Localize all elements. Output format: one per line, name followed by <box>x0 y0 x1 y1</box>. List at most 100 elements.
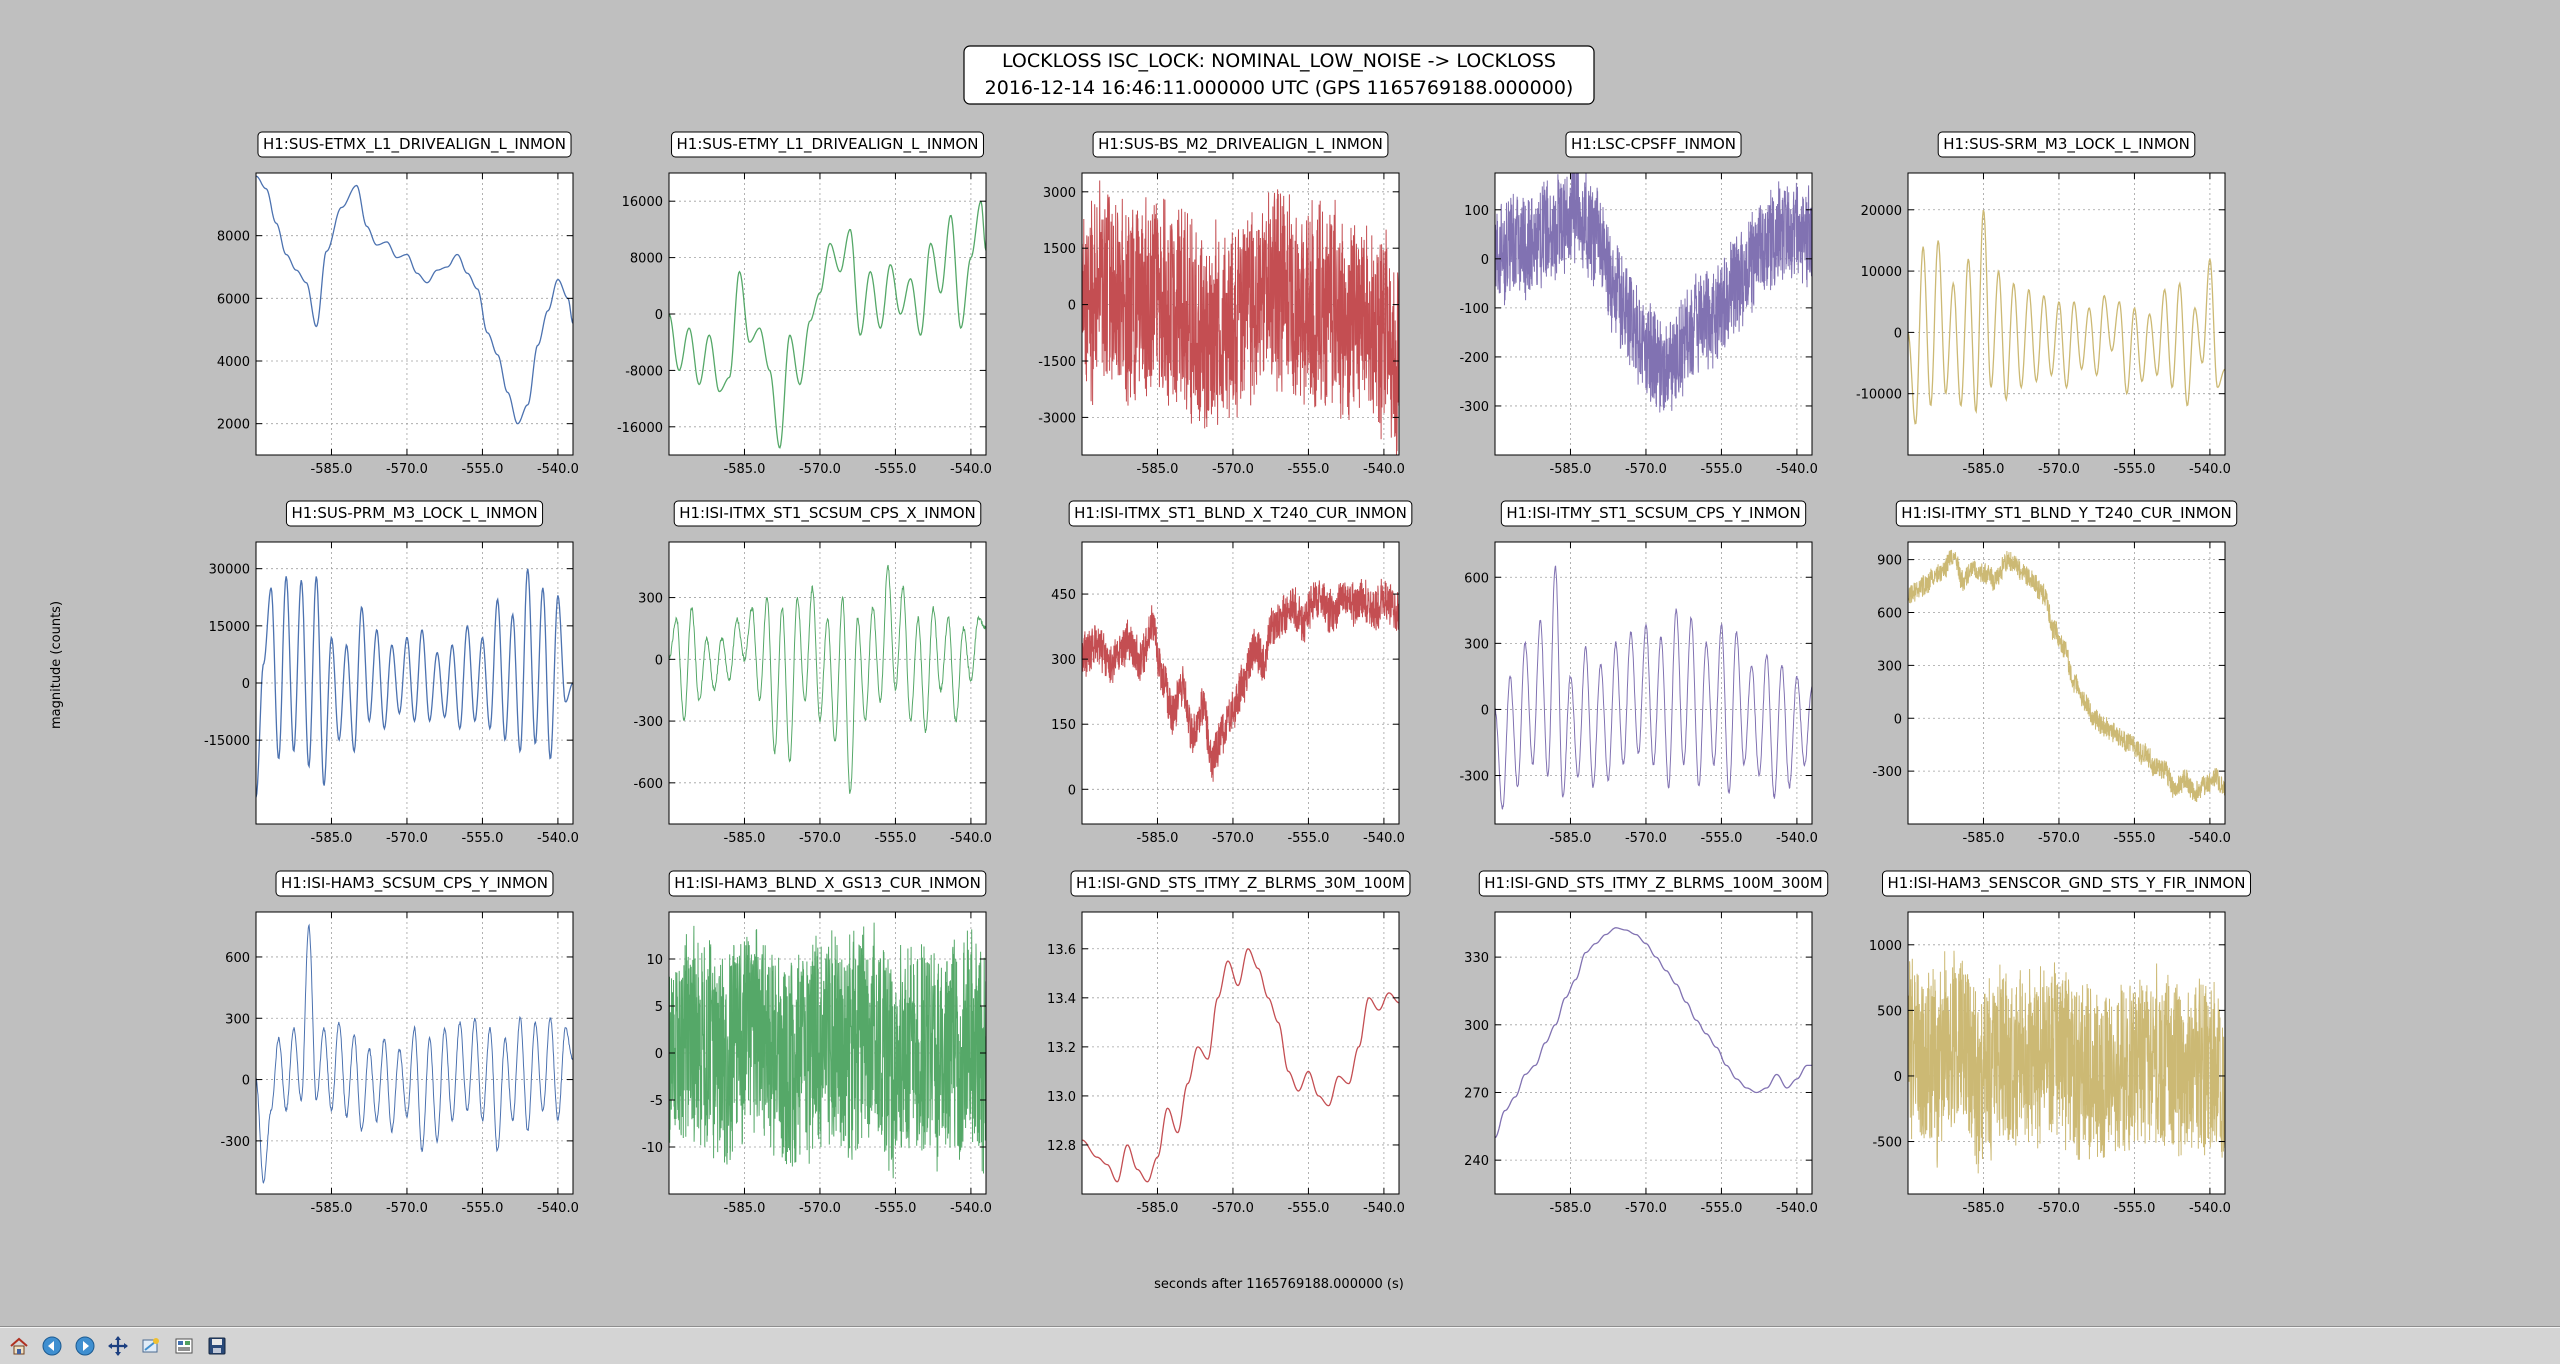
x-tick-label: -585.0 <box>311 831 353 846</box>
x-tick-label: -555.0 <box>2113 831 2155 846</box>
y-tick-label: 20000 <box>1861 204 1902 219</box>
zoom-button[interactable] <box>136 1331 166 1361</box>
y-tick-label: 300 <box>1464 637 1489 652</box>
x-tick-label: -555.0 <box>461 462 503 477</box>
y-tick-label: -5 <box>650 1094 663 1109</box>
axes-background <box>256 173 573 455</box>
x-tick-label: -570.0 <box>1625 462 1667 477</box>
series-line <box>1495 173 1812 413</box>
subplot-panel: -585.0 -570.0 -555.0 -540.0 -15000 0 15000 3000… <box>204 500 579 846</box>
x-tick-label: -540.0 <box>1776 831 1818 846</box>
subplot-title: H1:ISI-ITMY_ST1_SCSUM_CPS_Y_INMON <box>1500 500 1807 527</box>
subplot-title-box <box>1068 500 1413 527</box>
home-button[interactable] <box>4 1331 34 1361</box>
y-tick-label: 100 <box>1464 204 1489 219</box>
subplot-title: H1:ISI-GND_STS_ITMY_Z_BLRMS_30M_100M <box>1070 870 1411 897</box>
y-tick-label: 2000 <box>217 418 250 433</box>
subplot-title: H1:ISI-ITMX_ST1_SCSUM_CPS_X_INMON <box>673 500 982 527</box>
subplot-panel: -585.0 -570.0 -555.0 -540.0 -300 0 300 600 H1:IS… <box>1459 500 1818 846</box>
subplot-title: H1:ISI-GND_STS_ITMY_Z_BLRMS_100M_300M <box>1478 870 1829 897</box>
x-tick-label: -555.0 <box>1287 462 1329 477</box>
subplot-title-box <box>673 500 982 527</box>
x-tick-label: -540.0 <box>537 831 579 846</box>
x-tick-label: -585.0 <box>1137 831 1179 846</box>
x-tick-label: -570.0 <box>1625 1201 1667 1216</box>
y-tick-label: 0 <box>1894 326 1902 341</box>
axes-frame <box>1907 541 2226 825</box>
subplot-title: H1:SUS-ETMX_L1_DRIVEALIGN_L_INMON <box>257 131 572 158</box>
axes-frame <box>1494 911 1813 1195</box>
subplot-title-text: H1:ISI-HAM3_BLND_X_GS13_CUR_INMON <box>674 874 981 893</box>
x-tick-label: -540.0 <box>537 1201 579 1216</box>
x-tick-label: -555.0 <box>1700 1201 1742 1216</box>
figure-title: LOCKLOSS ISC_LOCK: NOMINAL_LOW_NOISE -> … <box>963 45 1595 105</box>
subplot-title-box <box>1882 870 2251 897</box>
x-tick-label: -570.0 <box>386 1201 428 1216</box>
pan-button[interactable] <box>103 1331 133 1361</box>
y-tick-label: 13.0 <box>1047 1090 1076 1105</box>
x-tick-label: -555.0 <box>461 831 503 846</box>
subplot-title: H1:SUS-SRM_M3_LOCK_L_INMON <box>1937 131 2196 158</box>
y-tick-label: -10 <box>642 1141 663 1156</box>
subplot-title: H1:ISI-ITMX_ST1_BLND_X_T240_CUR_INMON <box>1068 500 1413 527</box>
figure-canvas: LOCKLOSS ISC_LOCK: NOMINAL_LOW_NOISE -> … <box>0 0 2560 1327</box>
series-line <box>1082 948 1399 1183</box>
series-line <box>1495 565 1812 810</box>
subplot-title-box <box>1500 500 1807 527</box>
subplot-title: H1:LSC-CPSFF_INMON <box>1565 131 1742 158</box>
back-button[interactable] <box>37 1331 67 1361</box>
subplot-title-text: H1:ISI-ITMX_ST1_BLND_X_T240_CUR_INMON <box>1074 504 1407 523</box>
x-tick-label: -585.0 <box>311 1201 353 1216</box>
subplot-title: H1:SUS-BS_M2_DRIVEALIGN_L_INMON <box>1092 131 1389 158</box>
y-tick-label: 0 <box>242 677 250 692</box>
y-tick-label: -10000 <box>1856 388 1902 403</box>
subplot-title-text: H1:SUS-BS_M2_DRIVEALIGN_L_INMON <box>1098 135 1383 154</box>
x-tick-label: -585.0 <box>724 1201 766 1216</box>
y-tick-label: -200 <box>1459 351 1489 366</box>
y-tick-label: 0 <box>1894 1070 1902 1085</box>
subplot-title-box <box>1937 131 2196 158</box>
y-tick-label: 10 <box>646 953 663 968</box>
x-tick-label: -585.0 <box>1550 831 1592 846</box>
x-tick-label: -540.0 <box>1776 462 1818 477</box>
subplot-title-text: H1:SUS-SRM_M3_LOCK_L_INMON <box>1943 135 2190 154</box>
x-tick-label: -585.0 <box>311 462 353 477</box>
x-tick-label: -555.0 <box>1287 831 1329 846</box>
axes-frame <box>255 911 574 1195</box>
y-tick-label: 15000 <box>209 620 250 635</box>
subplot-panel: -585.0 -570.0 -555.0 -540.0 -600 -300 0 300 H1:I… <box>633 500 992 846</box>
y-tick-label: -300 <box>1459 770 1489 785</box>
y-tick-label: 600 <box>225 951 250 966</box>
subplot-title: H1:ISI-HAM3_SENSCOR_GND_STS_Y_FIR_INMON <box>1882 870 2251 897</box>
forward-icon <box>75 1336 95 1356</box>
y-tick-label: -15000 <box>204 734 250 749</box>
series-line <box>669 922 986 1179</box>
figure-xlabel: seconds after 1165769188.000000 (s) <box>1154 1277 1404 1292</box>
x-tick-label: -555.0 <box>461 1201 503 1216</box>
plot-grid[interactable]: LOCKLOSS ISC_LOCK: NOMINAL_LOW_NOISE -> … <box>0 0 2560 1326</box>
x-tick-label: -585.0 <box>1550 462 1592 477</box>
save-button[interactable] <box>202 1331 232 1361</box>
save-icon <box>208 1337 226 1355</box>
y-tick-label: -3000 <box>1038 411 1076 426</box>
y-tick-label: 8000 <box>630 252 663 267</box>
x-tick-label: -540.0 <box>2189 1201 2231 1216</box>
home-icon <box>10 1337 28 1355</box>
subplot-panel: -585.0 -570.0 -555.0 -540.0 -16000 -8000 0 8000… <box>617 131 992 477</box>
subplot-title-text: H1:ISI-ITMY_ST1_BLND_Y_T240_CUR_INMON <box>1901 504 2231 523</box>
y-tick-label: 10000 <box>1861 265 1902 280</box>
subplots-button[interactable] <box>169 1331 199 1361</box>
subplots-icon <box>175 1338 193 1354</box>
y-tick-label: 0 <box>1068 783 1076 798</box>
y-tick-label: 450 <box>1051 588 1076 603</box>
y-tick-label: 270 <box>1464 1086 1489 1101</box>
y-tick-label: 0 <box>1068 299 1076 314</box>
x-tick-label: -555.0 <box>1700 831 1742 846</box>
y-tick-label: 1000 <box>1869 939 1902 954</box>
x-tick-label: -585.0 <box>1963 462 2005 477</box>
forward-button[interactable] <box>70 1331 100 1361</box>
series-line <box>1082 180 1399 455</box>
x-tick-label: -555.0 <box>874 831 916 846</box>
y-tick-label: 8000 <box>217 230 250 245</box>
y-tick-label: 900 <box>1877 554 1902 569</box>
